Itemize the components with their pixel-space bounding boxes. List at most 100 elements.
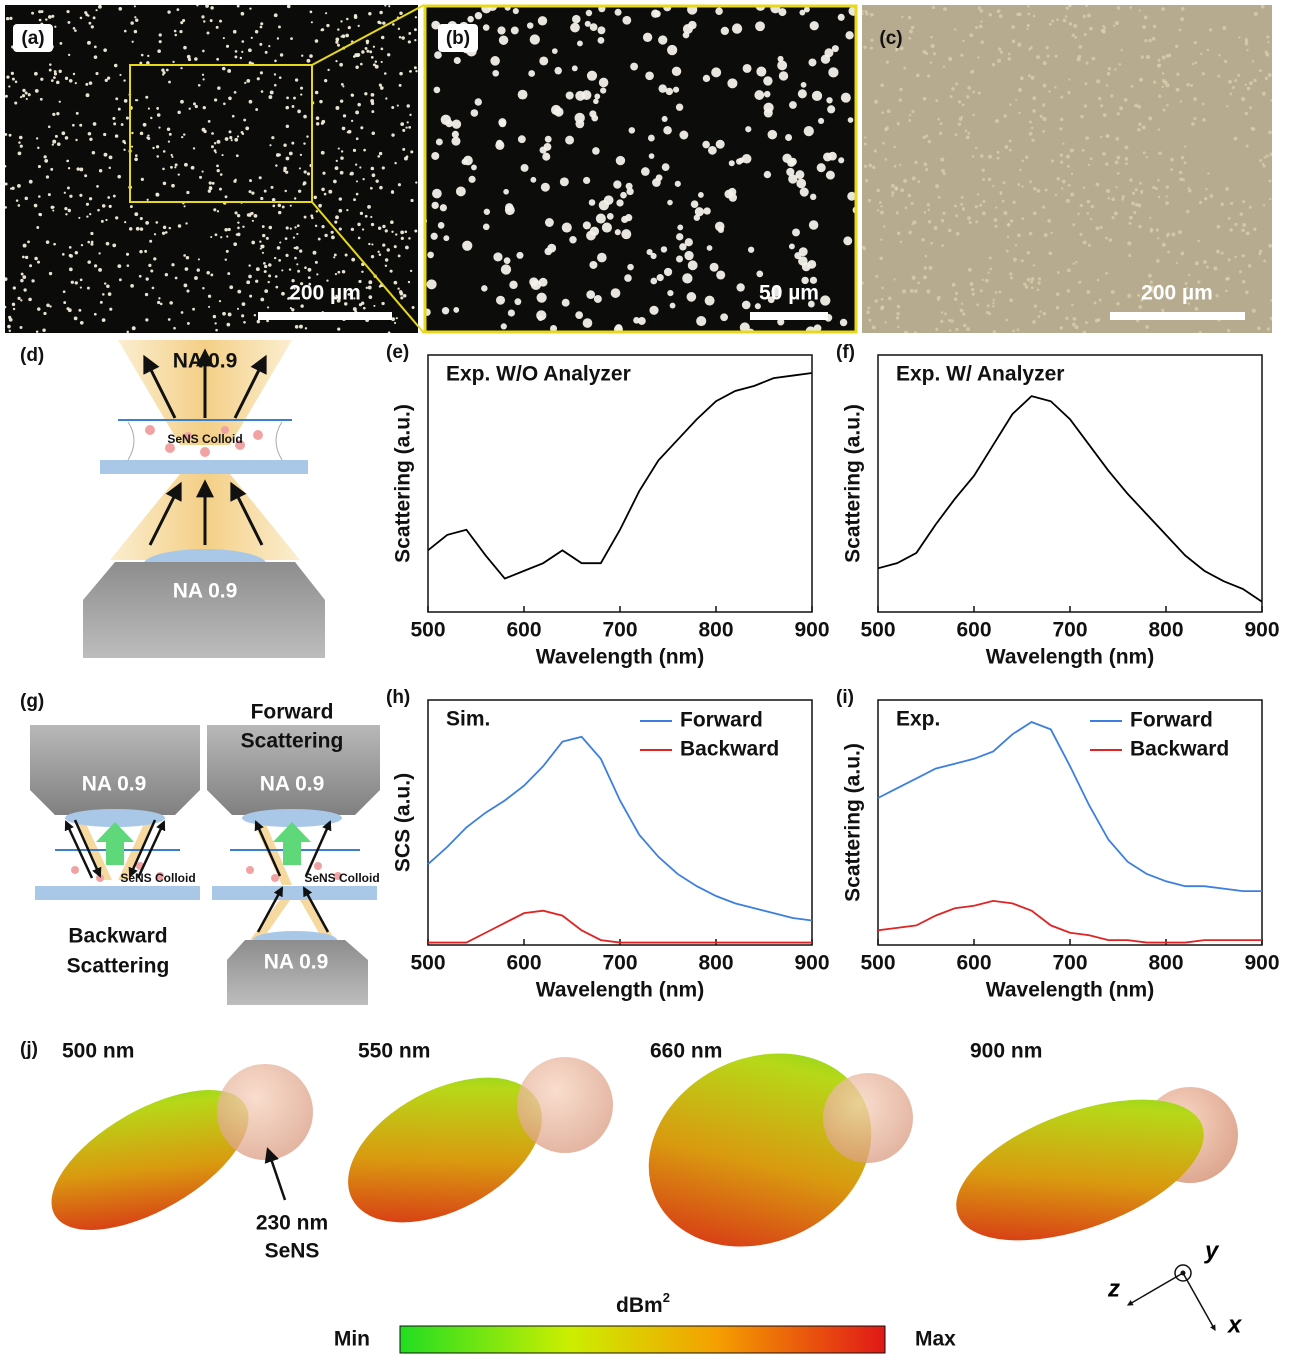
particle [885, 126, 889, 130]
particle [1066, 199, 1070, 203]
particle [995, 291, 998, 294]
panel-label: (f) [836, 342, 855, 363]
particle [251, 192, 254, 195]
particle [152, 287, 155, 290]
particle [453, 307, 459, 313]
particle [285, 254, 288, 257]
particle [1215, 294, 1218, 297]
particle [1042, 117, 1046, 121]
particle [1056, 292, 1060, 296]
particle [1265, 77, 1268, 80]
particle [87, 14, 89, 16]
particle [1157, 64, 1161, 68]
particle [992, 302, 994, 304]
particle [1031, 287, 1034, 290]
particle [1167, 251, 1170, 254]
particle [1186, 83, 1189, 86]
particle [1158, 152, 1162, 156]
particle [262, 225, 265, 228]
particle [708, 146, 717, 155]
particle [67, 187, 70, 190]
particle [245, 126, 249, 130]
series-line [428, 911, 812, 943]
particle [262, 234, 265, 237]
mode-label: Forward [251, 701, 334, 724]
particle [391, 191, 394, 194]
particle [339, 63, 343, 67]
particle [381, 302, 384, 305]
particle [638, 317, 646, 325]
particle [52, 113, 55, 116]
particle [1120, 49, 1122, 51]
particle [1085, 61, 1088, 64]
x-axis-label: Wavelength (nm) [986, 646, 1154, 669]
particle [432, 189, 442, 199]
particle [88, 22, 91, 25]
particle [264, 190, 267, 193]
particle [993, 330, 997, 334]
particle [1060, 153, 1063, 156]
particle [1083, 331, 1087, 335]
particle [405, 246, 409, 250]
particle [321, 188, 325, 192]
particle [1011, 25, 1015, 29]
particle [371, 167, 375, 171]
particle [183, 133, 185, 135]
particle [321, 151, 325, 155]
particle [362, 178, 364, 180]
particle [149, 240, 152, 243]
sphere [823, 1073, 913, 1163]
particle [1021, 159, 1024, 162]
particle [237, 214, 240, 217]
particle [1099, 299, 1102, 302]
particle [294, 197, 296, 199]
particle [177, 111, 180, 114]
particle [34, 257, 38, 261]
particle [924, 211, 926, 213]
particle [908, 194, 912, 198]
particle [981, 279, 983, 281]
particle [1161, 7, 1165, 11]
particle [538, 16, 547, 25]
particle [289, 268, 291, 270]
particle [9, 318, 13, 322]
particle [1016, 328, 1019, 331]
particle [1029, 232, 1033, 236]
particle [87, 241, 90, 244]
particle [992, 63, 996, 67]
particle [335, 37, 339, 41]
particle [1267, 327, 1270, 330]
particle [297, 224, 300, 227]
particle [1074, 36, 1077, 39]
particle [202, 50, 205, 53]
particle [1166, 235, 1168, 237]
particle [511, 26, 519, 34]
particle [908, 231, 912, 235]
particle [1103, 113, 1107, 117]
particle [55, 135, 58, 138]
particle [566, 91, 574, 99]
particle [978, 92, 981, 95]
particle [941, 311, 943, 313]
particle [967, 216, 971, 220]
particle [909, 30, 913, 34]
particle [9, 134, 12, 137]
particle [195, 105, 198, 108]
particle [505, 205, 515, 215]
particle [208, 306, 210, 308]
particle [127, 264, 130, 267]
particle [1111, 216, 1114, 219]
particle [1232, 86, 1235, 89]
particle [1097, 279, 1100, 282]
axis-label: x [1226, 1311, 1243, 1338]
particle [970, 70, 974, 74]
series-line [428, 737, 812, 921]
particle [1171, 232, 1175, 236]
particle [219, 300, 221, 302]
particle [395, 233, 397, 235]
particle [810, 194, 816, 200]
particle [481, 285, 488, 292]
particle [300, 94, 302, 96]
particle [1017, 43, 1021, 47]
particle [838, 157, 844, 163]
